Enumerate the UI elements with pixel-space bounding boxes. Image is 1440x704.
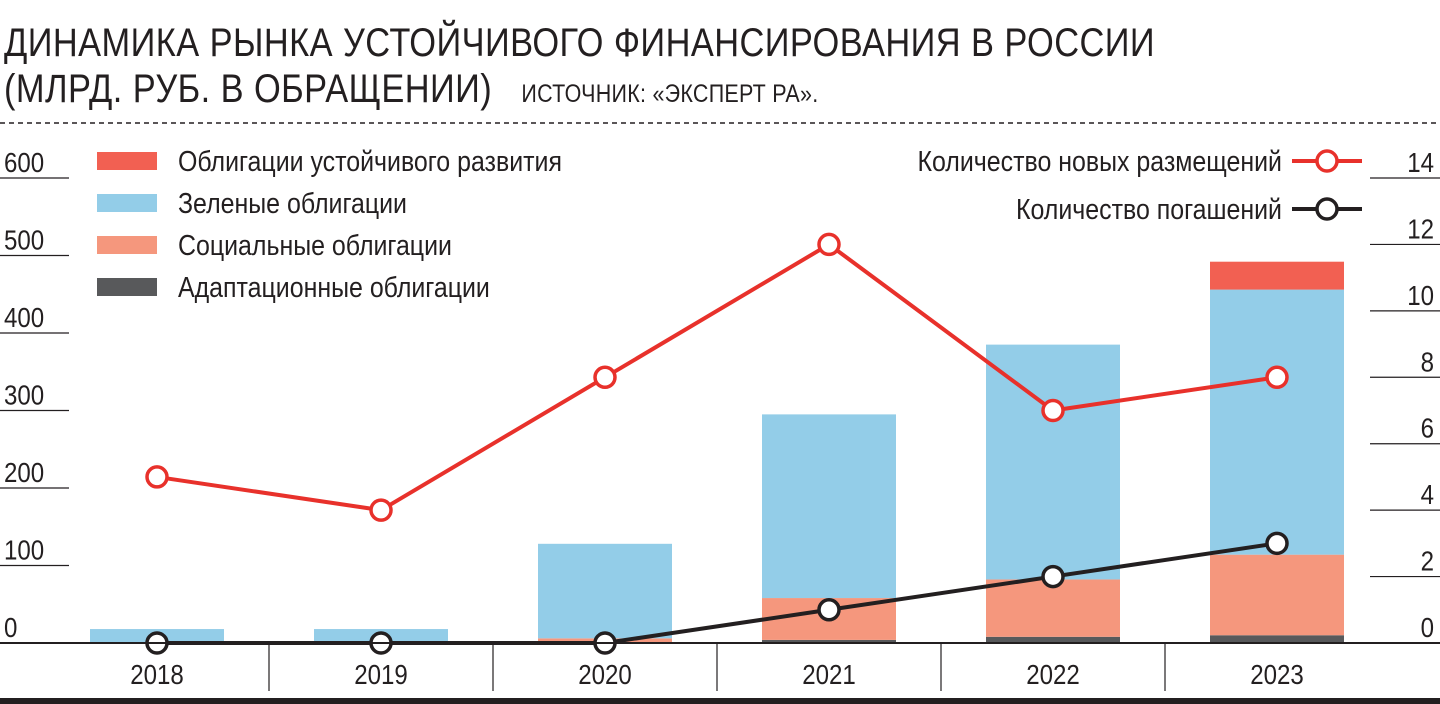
- legend-label-sustainability: Облигации устойчивого развития: [178, 145, 562, 177]
- bar-segment-green-2022: [986, 344, 1120, 580]
- left-tick-label: 200: [4, 456, 44, 488]
- title-line-2: (МЛРД. РУБ. В ОБРАЩЕНИИ): [4, 67, 493, 111]
- point-new_issues_line-2023: [1265, 365, 1289, 390]
- right-axis: 0 2 4 6 8 10 12 14: [1370, 146, 1440, 643]
- x-tick-label: 2022: [1026, 658, 1080, 690]
- right-tick-label: 10: [1407, 279, 1434, 311]
- left-tick-label: 300: [4, 379, 44, 411]
- right-tick-label: 12: [1407, 213, 1434, 245]
- line-legend: Количество новых размещений Количество по…: [917, 145, 1362, 225]
- legend-label-new_issues_line: Количество новых размещений: [917, 145, 1282, 177]
- point-new_issues_line-2018: [145, 465, 169, 489]
- left-axis: 0 100 200 300 400 500 600: [0, 146, 69, 643]
- legend-marker-new_issues_line: [1315, 149, 1339, 173]
- bar-segment-social-2022: [986, 579, 1120, 637]
- point-new_issues_line-2019: [369, 498, 393, 522]
- bar-segment-adaptation-2022: [986, 636, 1120, 643]
- point-new_issues_line-2021: [817, 232, 841, 257]
- x-tick-label: 2020: [578, 658, 632, 690]
- x-tick-label: 2019: [354, 658, 408, 690]
- legend-marker-maturities_line: [1315, 197, 1339, 221]
- legend-swatch-green: [97, 194, 157, 212]
- x-tick-label: 2018: [130, 658, 184, 690]
- right-tick-label: 0: [1421, 611, 1434, 643]
- point-new_issues_line-2020: [593, 365, 617, 390]
- bar-segment-green-2021: [762, 414, 896, 599]
- right-tick-label: 14: [1407, 146, 1434, 178]
- bar-legend: Облигации устойчивого развития Зеленые об…: [97, 145, 562, 303]
- point-maturities_line-2021: [817, 598, 841, 622]
- legend-swatch-social: [97, 236, 157, 254]
- x-tick-label: 2021: [802, 658, 856, 690]
- point-maturities_line-2022: [1041, 564, 1065, 589]
- left-tick-label: 600: [4, 146, 44, 178]
- left-tick-label: 400: [4, 301, 44, 333]
- legend-label-adaptation: Адаптационные облигации: [178, 271, 490, 303]
- legend-swatch-sustainability: [97, 152, 157, 170]
- x-tick-label: 2023: [1250, 658, 1304, 690]
- left-tick-label: 0: [4, 611, 17, 643]
- left-tick-label: 100: [4, 534, 44, 566]
- legend-label-green: Зеленые облигации: [178, 187, 407, 219]
- point-maturities_line-2023: [1265, 531, 1289, 556]
- bar-segment-sustainability-2023: [1210, 261, 1344, 290]
- legend-label-maturities_line: Количество погашений: [1016, 193, 1282, 225]
- legend-label-social: Социальные облигации: [178, 229, 452, 261]
- x-axis: 2018 2019 2020 2021 2022 2023: [0, 642, 1440, 691]
- right-tick-label: 2: [1421, 545, 1434, 577]
- bar-segment-green-2020: [538, 543, 672, 639]
- bottom-rule: [0, 698, 1440, 704]
- left-tick-label: 500: [4, 224, 44, 256]
- bars: [90, 261, 1344, 643]
- point-new_issues_line-2022: [1041, 398, 1065, 423]
- bar-segment-green-2023: [1210, 289, 1344, 555]
- right-tick-label: 6: [1421, 412, 1434, 444]
- title-line-1: ДИНАМИКА РЫНКА УСТОЙЧИВОГО ФИНАНСИРОВАНИ…: [4, 21, 1156, 65]
- chart-title: ДИНАМИКА РЫНКА УСТОЙЧИВОГО ФИНАНСИРОВАНИ…: [4, 20, 1155, 117]
- legend-swatch-adaptation: [97, 278, 157, 296]
- right-tick-label: 4: [1421, 478, 1434, 510]
- right-tick-label: 8: [1421, 346, 1434, 378]
- bar-segment-adaptation-2021: [762, 639, 896, 643]
- bar-segment-adaptation-2023: [1210, 635, 1344, 643]
- source-note: ИСТОЧНИК: «ЭКСПЕРТ РА».: [521, 80, 819, 108]
- bar-segment-social-2023: [1210, 554, 1344, 636]
- line-new_issues_line: [156, 242, 1278, 513]
